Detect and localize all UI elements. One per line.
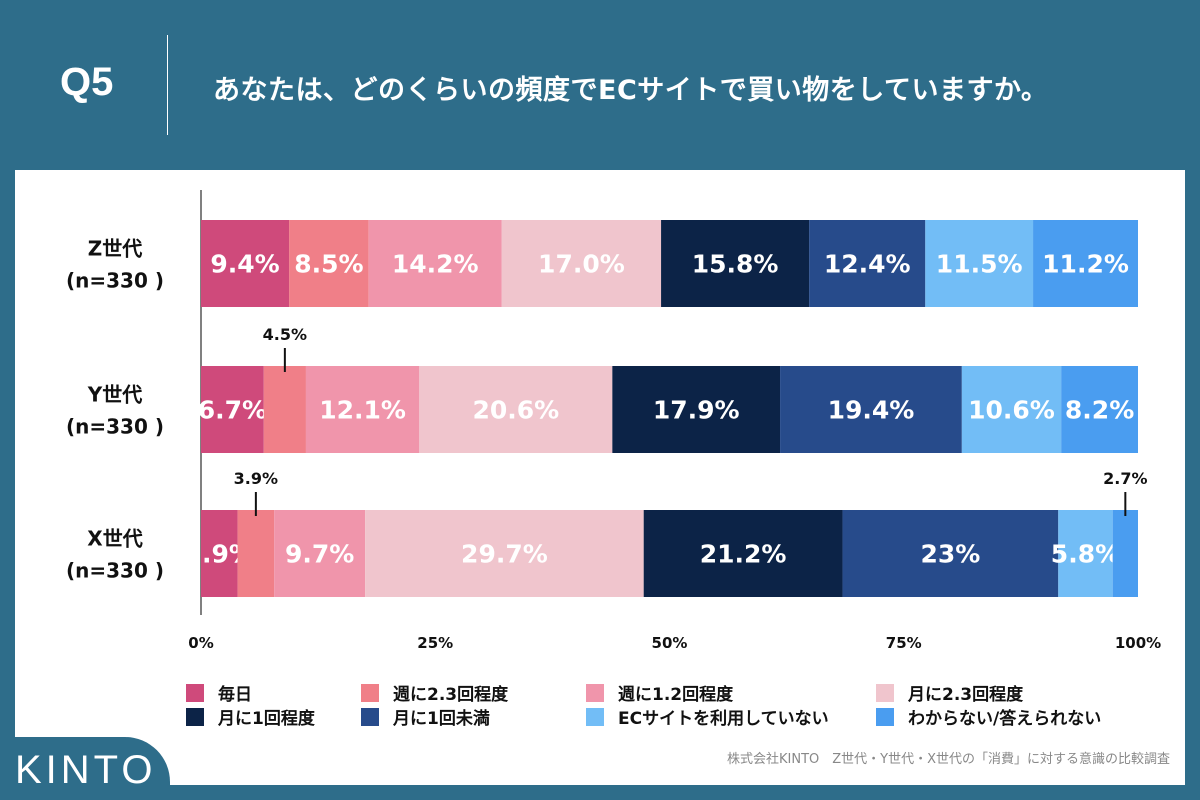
bar-segment bbox=[237, 510, 275, 597]
legend-swatch bbox=[361, 707, 379, 726]
data-label: 6.7% bbox=[198, 396, 267, 425]
data-label: 29.7% bbox=[461, 540, 548, 569]
legend-label: 週に1.2回程度 bbox=[618, 685, 734, 705]
bar-segment bbox=[961, 366, 1062, 453]
bar-segment bbox=[263, 366, 306, 453]
bar-segment bbox=[925, 220, 1034, 307]
data-label: 15.8% bbox=[692, 250, 779, 279]
legend-label: 月に2.3回程度 bbox=[908, 685, 1024, 705]
bar-segment bbox=[365, 510, 644, 597]
bar-segment bbox=[842, 510, 1059, 597]
data-label: 5.8% bbox=[1051, 540, 1120, 569]
category-sample-size: (n=330 ) bbox=[66, 559, 164, 583]
legend-swatch bbox=[186, 683, 204, 702]
legend-label: 週に2.3回程度 bbox=[393, 685, 509, 705]
x-tick-label: 0% bbox=[188, 634, 213, 652]
legend-swatch bbox=[876, 707, 894, 726]
kinto-logo: KINTO bbox=[15, 748, 157, 792]
legend-swatch bbox=[361, 683, 379, 702]
category-label: Y世代 bbox=[87, 383, 142, 407]
bar-segment bbox=[643, 510, 843, 597]
bar-segment bbox=[780, 366, 962, 453]
bar-segment bbox=[1058, 510, 1113, 597]
legend-item: 月に1回程度 bbox=[186, 704, 315, 729]
data-label: 12.4% bbox=[824, 250, 911, 279]
bar-segment bbox=[419, 366, 613, 453]
data-label: 11.2% bbox=[1042, 250, 1129, 279]
source-note: 株式会社KINTO Z世代・Y世代・X世代の「消費」に対する意識の比較調査 bbox=[726, 752, 1170, 767]
bar-segment bbox=[274, 510, 366, 597]
legend-item: 毎日 bbox=[186, 680, 252, 705]
legend-label: 月に1回程度 bbox=[218, 709, 315, 729]
legend-item: わからない/答えられない bbox=[876, 704, 1101, 729]
legend-swatch bbox=[586, 707, 604, 726]
data-label: 21.2% bbox=[700, 540, 787, 569]
header-divider bbox=[167, 35, 168, 135]
data-label: 12.1% bbox=[319, 396, 406, 425]
data-label: 8.5% bbox=[294, 250, 363, 279]
legend-item: ECサイトを利用していない bbox=[586, 704, 829, 729]
bar-segment bbox=[501, 220, 662, 307]
bar-segment bbox=[201, 220, 290, 307]
bar-segment bbox=[1033, 220, 1138, 307]
bar-segment bbox=[1061, 366, 1138, 453]
data-label: 20.6% bbox=[472, 396, 559, 425]
x-tick-label: 75% bbox=[886, 634, 922, 652]
legend-item: 週に1.2回程度 bbox=[586, 680, 733, 705]
bar-segment bbox=[201, 510, 238, 597]
logo-tab bbox=[0, 737, 170, 800]
data-label: 4.5% bbox=[263, 325, 307, 344]
data-label: 3.9% bbox=[234, 469, 278, 488]
bar-segment bbox=[305, 366, 420, 453]
data-label: 14.2% bbox=[392, 250, 479, 279]
legend-label: 毎日 bbox=[218, 685, 252, 705]
data-label: 17.9% bbox=[653, 396, 740, 425]
data-label: 19.4% bbox=[828, 396, 915, 425]
data-label: 11.5% bbox=[936, 250, 1023, 279]
legend-item: 月に1回未満 bbox=[361, 704, 490, 729]
bar-segment bbox=[612, 366, 781, 453]
question-number: Q5 bbox=[60, 60, 114, 104]
data-label: 17.0% bbox=[538, 250, 625, 279]
legend-item: 週に2.3回程度 bbox=[361, 680, 508, 705]
bar-segment bbox=[661, 220, 810, 307]
legend-swatch bbox=[586, 683, 604, 702]
legend-label: ECサイトを利用していない bbox=[618, 709, 829, 729]
data-label: 2.7% bbox=[1103, 469, 1147, 488]
bar-segment bbox=[809, 220, 926, 307]
x-tick-label: 100% bbox=[1115, 634, 1161, 652]
category-sample-size: (n=330 ) bbox=[66, 415, 164, 439]
legend-swatch bbox=[876, 683, 894, 702]
question-title: あなたは、どのくらいの頻度でECサイトで買い物をしていますか。 bbox=[213, 75, 1049, 106]
legend-item: 月に2.3回程度 bbox=[876, 680, 1023, 705]
legend-label: 月に1回未満 bbox=[393, 709, 490, 729]
bar-segment bbox=[289, 220, 369, 307]
bar-segment bbox=[201, 366, 264, 453]
bar-segment bbox=[1112, 510, 1138, 597]
legend-label: わからない/答えられない bbox=[908, 709, 1102, 729]
x-tick-label: 25% bbox=[417, 634, 453, 652]
x-tick-label: 50% bbox=[652, 634, 688, 652]
category-sample-size: (n=330 ) bbox=[66, 269, 164, 293]
data-label: 23% bbox=[920, 540, 980, 569]
data-label: 8.2% bbox=[1065, 396, 1134, 425]
data-label: 9.4% bbox=[210, 250, 279, 279]
bar-segment bbox=[368, 220, 502, 307]
data-label: 9.7% bbox=[285, 540, 354, 569]
category-label: Z世代 bbox=[88, 237, 143, 261]
category-label: X世代 bbox=[87, 527, 142, 551]
legend-swatch bbox=[186, 707, 204, 726]
data-label: 10.6% bbox=[968, 396, 1055, 425]
